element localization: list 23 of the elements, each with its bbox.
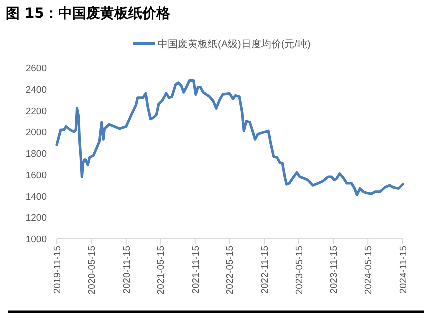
y-tick-label: 2000 <box>26 128 47 139</box>
y-tick-label: 2400 <box>26 84 47 96</box>
chart-title: 图 15：中国废黄板纸价格 <box>6 5 172 22</box>
y-tick-label: 1400 <box>26 192 47 203</box>
x-tick-label: 2023-05-15 <box>294 246 306 295</box>
x-tick-label: 2024-11-15 <box>398 246 410 294</box>
y-tick-label: 1800 <box>26 149 47 160</box>
legend-label: 中国废黄板纸(A级)日度均价(元/吨) <box>158 38 311 50</box>
x-tick-label: 2022-11-15 <box>260 246 272 294</box>
x-tick-label: 2020-11-15 <box>122 246 133 294</box>
y-tick-label: 1600 <box>26 170 47 182</box>
x-tick-label: 2019-11-15 <box>52 246 64 294</box>
x-tick-label: 2023-11-15 <box>329 246 340 294</box>
y-tick-label: 2600 <box>26 64 47 74</box>
line-series <box>56 80 404 196</box>
x-tick-label: 2022-05-15 <box>225 246 236 295</box>
y-tick-label: 1000 <box>26 234 47 246</box>
x-tick-label: 2021-11-15 <box>190 246 202 294</box>
x-tick-label: 2020-05-15 <box>86 246 98 295</box>
y-tick-label: 2200 <box>26 106 47 118</box>
x-tick-label: 2024-05-15 <box>364 246 375 295</box>
y-tick-label: 1200 <box>26 213 47 224</box>
x-tick-label: 2021-05-15 <box>156 246 168 295</box>
